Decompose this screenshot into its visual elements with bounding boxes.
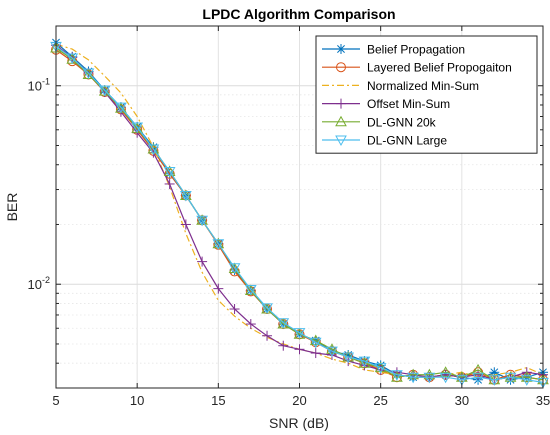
legend-item: Layered Belief Propogaiton [322,61,512,75]
triangle-down-marker [212,239,225,250]
triangle-up-marker [391,371,403,382]
triangle-down-marker [82,68,95,79]
triangle-down-marker [455,375,468,386]
triangle-down-marker [66,53,79,65]
triangle-down-marker [131,122,144,133]
legend-item: DL-GNN 20k [322,115,437,129]
legend-item: DL-GNN Large [322,134,447,148]
triangle-down-marker [407,372,419,384]
x-axis-label: SNR (dB) [269,415,329,431]
plus-marker [262,330,273,341]
x-tick-label: 10 [130,393,144,408]
triangle-down-marker [342,352,355,363]
triangle-down-marker [309,337,322,349]
triangle-down-marker [391,370,403,381]
legend-item: Normalized Min-Sum [322,79,479,93]
triangle-up-marker [423,368,436,380]
plus-marker [229,304,240,315]
plus-marker [310,348,321,359]
axis-ticks: 5 10 15 20 25 30 35 10-2 10-1 [28,26,550,408]
triangle-down-marker [180,190,192,202]
triangle-down-marker [277,318,290,329]
plus-marker [213,283,224,294]
triangle-down-marker [423,372,436,384]
y-axis-label: BER [4,193,20,222]
plus-marker [164,178,175,189]
triangle-down-marker [358,356,371,368]
x-tick-label: 30 [455,393,469,408]
x-tick-label: 5 [52,393,59,408]
triangle-down-marker [98,85,111,97]
triangle-down-marker [115,102,127,114]
asterisk-marker [336,44,346,54]
series [50,41,549,389]
legend: Belief Propagation Layered Belief Propoga… [315,35,538,154]
triangle-down-marker [520,375,533,386]
triangle-up-marker [472,363,484,375]
triangle-up-marker [407,368,419,380]
plus-marker [197,256,208,267]
x-tick-label: 35 [536,393,550,408]
triangle-down-marker [147,144,160,156]
y-tick-label: 10-1 [28,77,50,94]
triangle-down-marker [472,372,484,384]
series-line [55,45,544,383]
triangle-down-marker [326,346,338,358]
triangle-down-marker [261,303,273,314]
legend-label: DL-GNN Large [367,134,447,148]
plus-marker [180,219,191,230]
triangle-down-marker [488,375,501,386]
triangle-down-marker [163,166,176,178]
triangle-down-marker [196,215,208,227]
series-layer [50,37,549,389]
y-tick-label: 10-2 [28,275,50,292]
legend-label: Belief Propagation [367,43,465,57]
triangle-up-marker [520,371,533,382]
triangle-up-marker [326,343,338,354]
plus-marker [336,98,346,109]
triangle-down-marker [504,372,517,384]
triangle-up-marker [439,366,452,377]
plus-marker [440,369,451,380]
legend-label: Layered Belief Propogaiton [367,61,512,75]
triangle-up-marker [455,371,468,382]
triangle-up-marker [335,115,347,127]
chart-title: LPDC Algorithm Comparison [202,6,395,22]
asterisk-stroke [337,45,345,53]
circle-marker [336,62,346,73]
triangle-down-marker [228,263,241,274]
plus-marker [278,340,289,351]
circle-marker [245,286,256,297]
plus-marker [294,344,305,355]
triangle-down-marker [293,328,306,339]
triangle-down-marker [439,372,452,384]
plus-marker [245,319,256,330]
legend-box [315,35,538,154]
x-tick-label: 20 [292,393,306,408]
x-tick-label: 25 [373,393,387,408]
legend-label: Normalized Min-Sum [367,79,479,93]
legend-item: Offset Min-Sum [322,97,450,111]
legend-label: DL-GNN 20k [367,115,437,129]
legend-label: Offset Min-Sum [367,97,450,111]
x-tick-label: 15 [211,393,225,408]
series-line [55,47,544,381]
triangle-down-marker [244,285,257,296]
triangle-up-marker [309,334,322,346]
legend-item: Belief Propagation [322,43,465,57]
triangle-down-marker [374,363,387,374]
plus-marker [473,369,484,380]
triangle-down-marker [335,135,347,147]
